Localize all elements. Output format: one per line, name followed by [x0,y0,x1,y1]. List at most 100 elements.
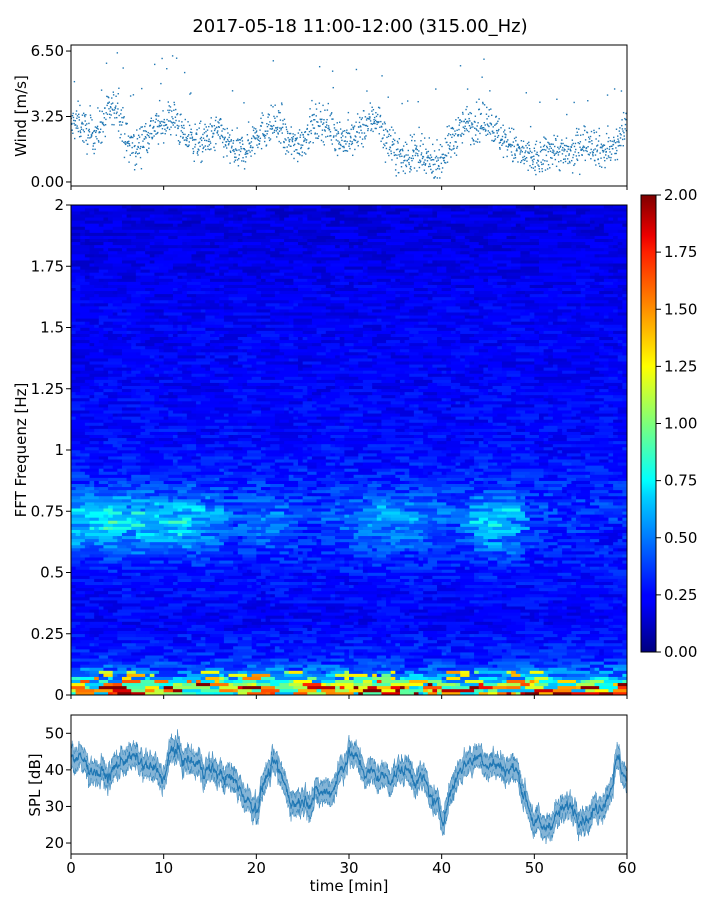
wind-point [301,144,304,146]
wind-point [134,164,136,166]
spectrogram-cell [274,621,290,625]
spectrogram-cell [131,502,146,506]
wind-point [413,133,415,136]
spectrogram-cell [622,532,628,537]
wind-point [461,120,463,123]
spectrogram-cell [474,575,480,579]
wind-point [621,124,623,127]
spectrogram-cell [450,646,456,650]
spectrogram-cell [140,584,155,589]
wind-point [390,150,392,152]
wind-point [381,123,384,125]
spectrogram-cell [191,511,202,515]
wind-point [277,110,280,112]
wind-point [227,140,229,142]
spectrogram-cell [497,664,517,668]
spectrogram-cell [497,661,512,665]
spectrogram-cell [446,676,461,680]
spectrogram-cell [446,529,456,533]
spectrogram-cell [288,593,299,598]
spectrogram-cell [311,646,322,650]
spectrogram-cell [112,492,118,497]
wind-point [477,122,479,124]
spectrogram-cell [219,676,225,680]
wind-point [489,90,491,92]
spectrogram-cell [576,649,586,653]
spectrogram-cell [386,572,401,576]
spectrogram-cell [307,541,317,546]
wind-point [522,140,525,142]
spectrogram-cell [446,670,461,674]
wind-point [518,146,520,148]
spectrogram-cell [214,575,229,579]
spectrogram-cell [617,667,628,671]
wind-point [537,164,539,166]
spectrogram-cell [321,612,327,616]
spectrogram-cell [71,661,90,665]
spectrogram-cell [469,505,489,509]
wind-point [624,128,626,130]
spectrogram-cell [172,495,178,500]
spectrogram-cell [177,652,188,656]
spectrogram-cell [390,520,410,524]
wind-point [71,129,73,131]
wind-point [123,141,125,144]
spectrogram-cell [418,627,429,631]
spectrogram-cell [599,673,609,677]
spectrogram-cell [589,661,605,665]
wind-point [527,151,529,153]
spectrogram-cell [191,523,206,527]
spectrogram-cell [395,587,401,592]
spectrogram-cell [599,691,614,696]
spectrogram-cell [117,520,132,524]
spectrogram-cell [576,590,595,595]
spectrogram-cell [108,624,118,628]
spectrogram-cell [256,664,276,668]
spectrogram-cell [548,590,568,595]
wind-point [227,132,229,134]
spectrogram-cell [284,673,303,677]
spectrogram-cell [488,691,498,696]
spectrogram-cell [515,688,535,693]
spectrogram-cell [413,642,424,647]
spectrogram-cell [488,560,498,564]
spectrogram-cell [247,569,252,573]
wind-point [111,97,113,99]
spectrogram-cell [557,502,563,506]
spectrogram-cell [288,612,303,616]
spectrogram-cell [367,603,378,607]
spectrogram-cell [131,581,151,586]
spectrogram-cell [98,526,104,530]
spectrogram-cell [233,593,243,598]
spectrogram-cell [214,679,220,684]
spectrogram-cell [71,630,86,635]
wind-point [215,143,217,145]
wind-point [620,134,622,136]
spectrogram-cell [335,590,341,595]
spectrogram-cell [520,691,526,696]
spectrogram-cell [603,639,623,644]
spectrogram-cell [270,541,290,546]
spectrogram-cell [339,593,359,598]
spectrogram-cell [149,652,164,656]
spectrogram-cell [399,541,410,546]
spectrogram-cell [423,606,438,610]
spectrogram-cell [413,572,424,576]
spectrogram-cell [450,560,470,564]
spectrogram-cell [242,575,257,579]
wind-point [470,122,473,124]
spectrogram-cell [492,572,507,576]
wind-point [465,108,467,111]
spectrogram-cell [71,523,90,527]
spectrogram-cell [353,685,359,690]
wind-point [205,126,207,128]
spectrogram-cell [131,612,146,616]
wind-point [414,140,416,142]
spectrogram-cell [413,578,424,582]
wind-point [171,110,173,112]
spectrogram-cell [501,560,512,564]
spectrogram-cell [121,587,132,592]
wind-point [117,93,119,95]
wind-point [414,144,416,147]
wind-point [190,92,192,94]
